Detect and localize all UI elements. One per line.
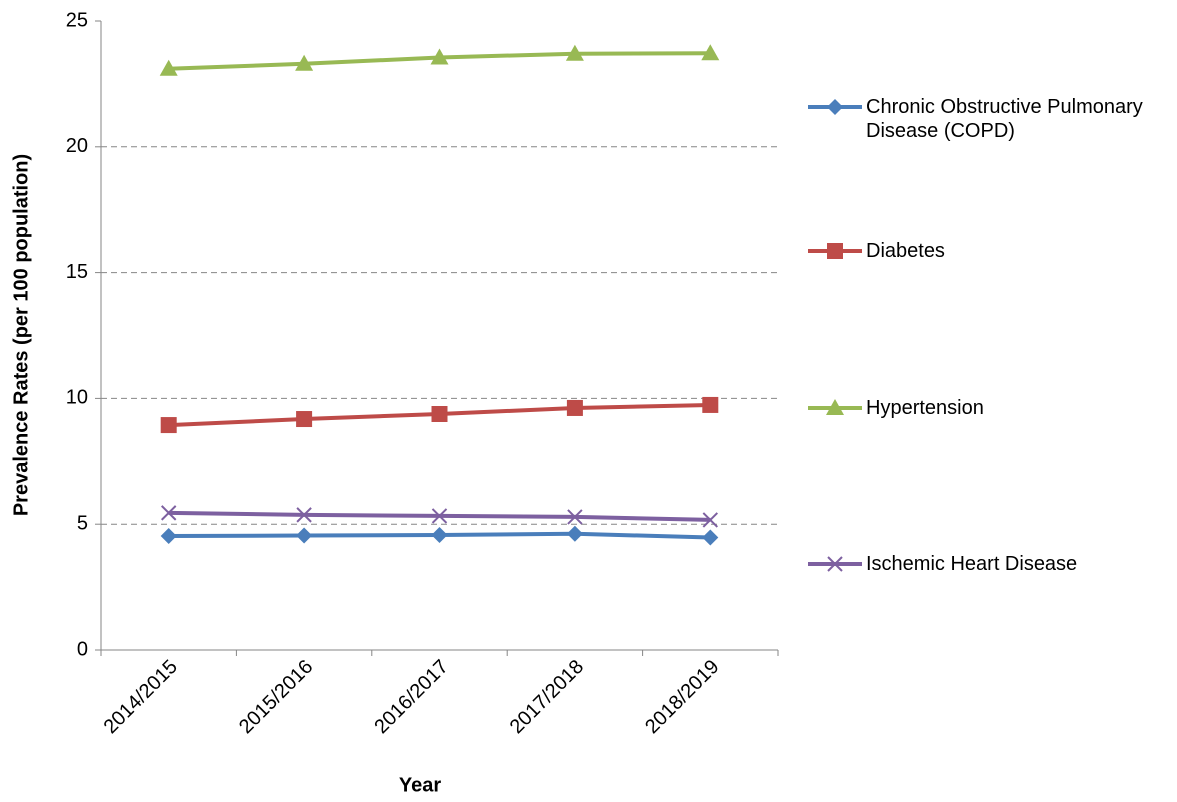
x-tick-label: 2016/2017: [370, 656, 452, 738]
y-tick-label: 15: [66, 261, 88, 283]
legend-label: Ischemic Heart Disease: [866, 553, 1078, 575]
y-axis-title: Prevalence Rates (per 100 population): [10, 154, 32, 516]
marker: [296, 527, 313, 544]
marker: [296, 507, 312, 523]
y-tick-label: 25: [66, 9, 88, 31]
marker: [827, 99, 843, 115]
x-tick-label: 2015/2016: [235, 656, 317, 738]
marker: [431, 527, 448, 544]
marker: [566, 525, 583, 542]
marker: [160, 505, 177, 521]
marker: [826, 399, 844, 415]
x-axis-title: Year: [399, 774, 441, 796]
x-tick-label: 2014/2015: [100, 656, 182, 738]
marker: [702, 529, 719, 546]
marker: [827, 556, 843, 572]
marker: [296, 411, 313, 428]
marker: [160, 417, 177, 434]
marker: [567, 509, 583, 525]
marker: [702, 512, 719, 528]
x-tick-label: 2017/2018: [506, 656, 588, 738]
marker: [431, 405, 448, 422]
marker: [702, 396, 719, 413]
marker: [431, 508, 448, 524]
y-tick-label: 20: [66, 135, 88, 157]
legend-label: Chronic Obstructive Pulmonary Disease (C…: [866, 96, 1143, 142]
marker: [295, 54, 314, 71]
y-tick-label: 0: [77, 638, 88, 660]
y-tick-label: 5: [77, 512, 88, 534]
marker: [160, 528, 177, 545]
marker: [566, 399, 583, 416]
legend-label: Hypertension: [866, 397, 984, 419]
legend-label: Diabetes: [866, 240, 945, 262]
marker: [430, 48, 449, 65]
marker: [827, 243, 843, 259]
marker: [565, 44, 584, 61]
x-tick-label: 2018/2019: [641, 656, 723, 738]
marker: [159, 59, 178, 76]
y-tick-label: 10: [66, 387, 88, 409]
marker: [701, 44, 720, 61]
